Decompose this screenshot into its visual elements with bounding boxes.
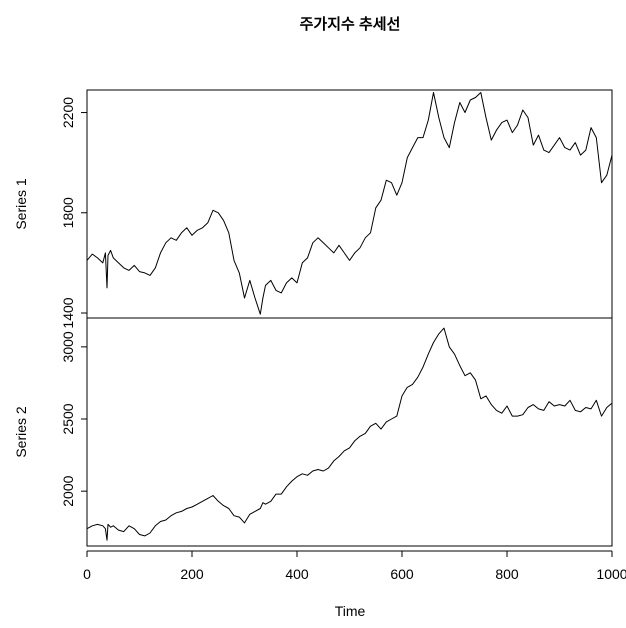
y-tick-label: 3000 bbox=[60, 331, 76, 362]
y-tick-label: 2000 bbox=[60, 475, 76, 506]
x-axis-label: Time bbox=[335, 603, 366, 619]
y-tick-label: 2200 bbox=[60, 97, 76, 128]
panel-series-2: Series 2 2000 2500 3000 bbox=[13, 317, 613, 547]
x-tick-label: 800 bbox=[495, 566, 519, 582]
y-tick-label: 2500 bbox=[60, 403, 76, 434]
y-tick-label: 1800 bbox=[60, 197, 76, 228]
y-axis-series-1: 1400 1800 2200 bbox=[60, 97, 88, 329]
x-tick-label: 200 bbox=[180, 566, 204, 582]
x-tick-label: 0 bbox=[83, 566, 91, 582]
x-axis: 0 200 400 600 800 1000 bbox=[83, 550, 626, 582]
chart-title: 주가지수 추세선 bbox=[300, 16, 401, 33]
panel-1-frame bbox=[86, 89, 613, 319]
x-tick-label: 600 bbox=[390, 566, 414, 582]
panel-series-1: Series 1 1400 1800 2200 bbox=[13, 89, 613, 329]
series-1-line bbox=[86, 92, 613, 315]
series-2-line bbox=[86, 327, 613, 541]
x-tick-label: 1000 bbox=[596, 566, 626, 582]
y-axis-label-series-2: Series 2 bbox=[13, 406, 29, 458]
panel-2-frame bbox=[86, 317, 613, 547]
y-axis-series-2: 2000 2500 3000 bbox=[60, 331, 88, 507]
y-axis-label-series-1: Series 1 bbox=[13, 178, 29, 230]
y-tick-label: 1400 bbox=[60, 297, 76, 328]
x-tick-label: 400 bbox=[285, 566, 309, 582]
